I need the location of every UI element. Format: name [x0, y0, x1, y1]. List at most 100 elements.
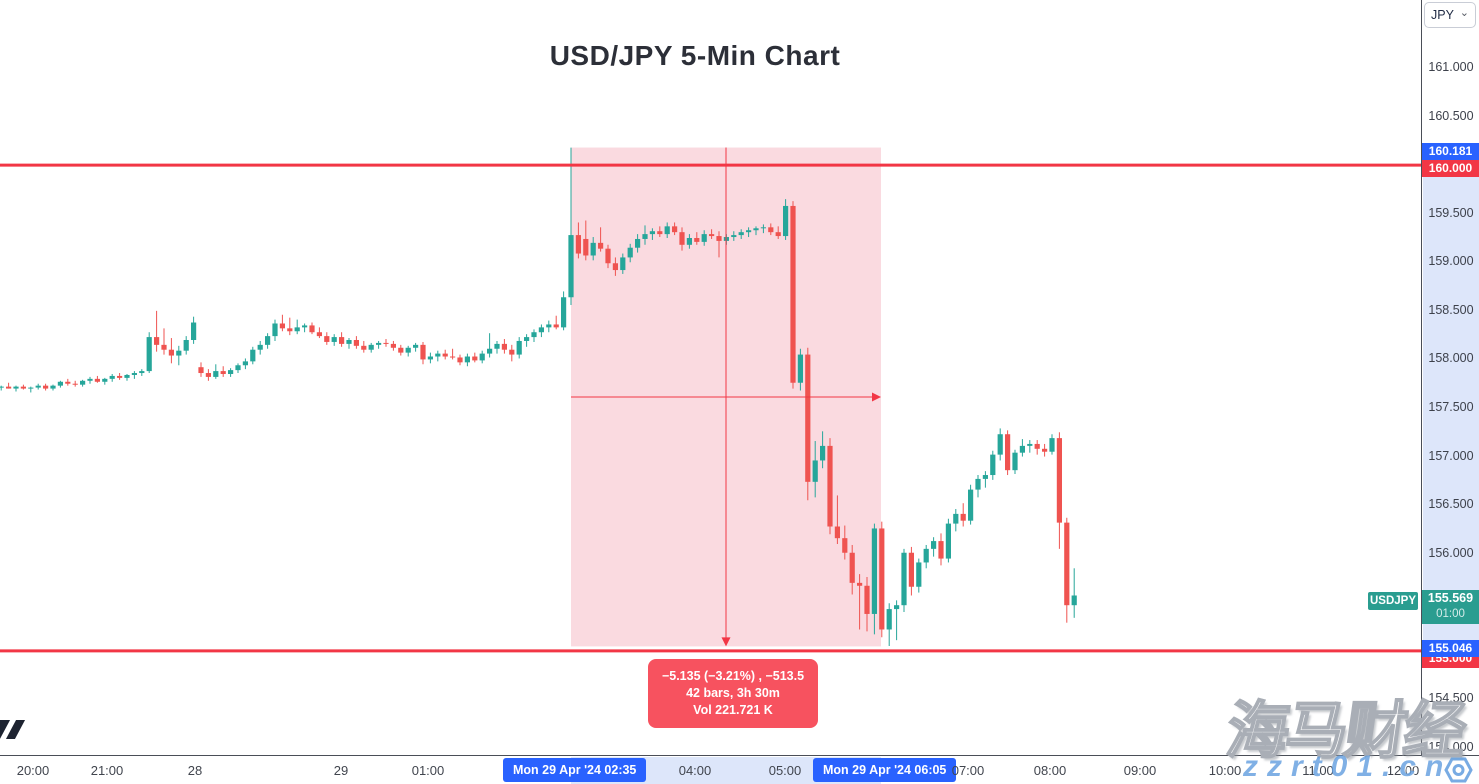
measure-tooltip: −5.135 (−3.21%) , −513.5 42 bars, 3h 30m… — [648, 659, 818, 728]
time-tick-label: 21:00 — [90, 763, 124, 778]
candle-body — [20, 386, 26, 389]
price-tick-label: 156.000 — [1428, 545, 1474, 560]
candle-body — [457, 357, 463, 363]
candle-body — [154, 337, 160, 345]
candle-body — [450, 356, 456, 358]
candle-body — [664, 226, 670, 235]
candle-body — [568, 235, 574, 298]
time-axis[interactable]: Mon 29 Apr '24 02:35 Mon 29 Apr '24 06:0… — [0, 755, 1479, 784]
candle-body — [272, 323, 278, 337]
candle-body — [50, 385, 56, 389]
candle-body — [894, 605, 900, 610]
candle-body — [598, 242, 604, 249]
candle-body — [102, 378, 108, 382]
candle-body — [235, 365, 241, 371]
candle-body — [413, 344, 419, 348]
candle-body — [242, 361, 248, 366]
candle-body — [1034, 443, 1040, 449]
candle-body — [879, 528, 885, 630]
candle-body — [464, 356, 470, 363]
time-tick-label: 12:00 — [1386, 763, 1420, 778]
candle-body — [797, 354, 803, 383]
time-tick-label: 07:00 — [951, 763, 985, 778]
candle-body — [109, 375, 115, 379]
candle-body — [982, 475, 988, 479]
candle-body — [583, 238, 589, 256]
candle-body — [346, 340, 352, 344]
candle-body — [738, 232, 744, 236]
candle-body — [176, 350, 182, 356]
time-tick-label: 28 — [187, 763, 203, 778]
candle-body — [642, 234, 648, 239]
time-tick-label: 09:00 — [1123, 763, 1157, 778]
corner-logo — [0, 720, 30, 740]
candle-body — [805, 354, 811, 482]
candle-body — [383, 342, 389, 344]
candle-body — [368, 344, 374, 350]
candle-body — [649, 231, 655, 235]
candle-body — [901, 552, 907, 606]
candlestick-chart-canvas[interactable] — [0, 0, 1421, 755]
candle-body — [80, 380, 86, 385]
candle-body — [131, 373, 137, 375]
time-tick-label: 08:00 — [1033, 763, 1067, 778]
candle-body — [494, 343, 500, 349]
candle-body — [72, 383, 78, 385]
candle-body — [516, 340, 522, 355]
candle-body — [361, 345, 367, 350]
candle-body — [87, 378, 93, 381]
candle-body — [213, 371, 219, 377]
candle-body — [553, 324, 559, 328]
candle-body — [760, 227, 766, 229]
candle-body — [620, 257, 626, 271]
candle-body — [124, 374, 130, 378]
candle-body — [487, 348, 493, 354]
candle-body — [1049, 438, 1055, 452]
candle-body — [960, 513, 966, 521]
price-axis[interactable]: 161.000 160.500 159.500 159.000 158.500 158.0… — [1421, 0, 1479, 755]
price-tick-label: 160.500 — [1428, 108, 1474, 123]
measure-high-price-badge: 160.181 — [1422, 143, 1479, 160]
candle-body — [1064, 522, 1070, 606]
last-price-badge: 155.569 01:00 — [1422, 590, 1479, 624]
candle-body — [605, 248, 611, 264]
candle-body — [117, 375, 123, 378]
candle-body — [316, 332, 322, 337]
measure-bars-line: 42 bars, 3h 30m — [686, 686, 780, 700]
candle-body — [353, 340, 359, 346]
candle-body — [398, 347, 404, 353]
candle-body — [701, 234, 707, 242]
candle-body — [746, 230, 752, 233]
candle-body — [871, 528, 877, 614]
candle-body — [1071, 595, 1077, 606]
candle-body — [709, 234, 715, 237]
candle-body — [205, 373, 211, 377]
candle-body — [546, 324, 552, 328]
time-tick-label: 05:00 — [768, 763, 802, 778]
candle-body — [168, 349, 174, 356]
currency-select[interactable]: JPY ⌄ — [1424, 2, 1476, 28]
candle-body — [309, 325, 315, 333]
candle-body — [28, 387, 34, 389]
candle-body — [1019, 445, 1025, 453]
measure-right-arrow-icon — [872, 392, 881, 402]
candle-body — [1056, 438, 1062, 523]
candle-body — [783, 205, 789, 237]
price-tick-label: 157.500 — [1428, 400, 1474, 414]
candle-body — [198, 367, 204, 374]
candle-body — [575, 235, 581, 254]
candle-body — [435, 353, 441, 357]
time-tick-label: 20:00 — [16, 763, 50, 778]
price-tick-label: 159.000 — [1428, 254, 1474, 269]
candle-body — [627, 247, 633, 258]
candle-body — [442, 353, 448, 357]
candle-body — [931, 541, 937, 549]
candle-body — [257, 344, 263, 350]
candle-body — [531, 332, 537, 338]
candle-body — [65, 381, 71, 384]
candle-body — [94, 378, 100, 382]
candle-body — [908, 552, 914, 587]
candle-body — [427, 356, 433, 360]
candle-body — [753, 228, 759, 231]
candle-body — [945, 523, 951, 559]
